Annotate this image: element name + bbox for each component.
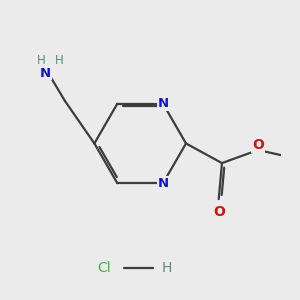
Text: O: O (252, 138, 264, 152)
Text: N: N (40, 67, 51, 80)
Text: N: N (158, 97, 169, 110)
Text: H: H (37, 53, 45, 67)
Text: H: H (161, 261, 172, 275)
Text: Cl: Cl (98, 261, 111, 275)
Text: H: H (55, 53, 64, 67)
Text: O: O (213, 205, 225, 219)
Text: N: N (158, 177, 169, 190)
